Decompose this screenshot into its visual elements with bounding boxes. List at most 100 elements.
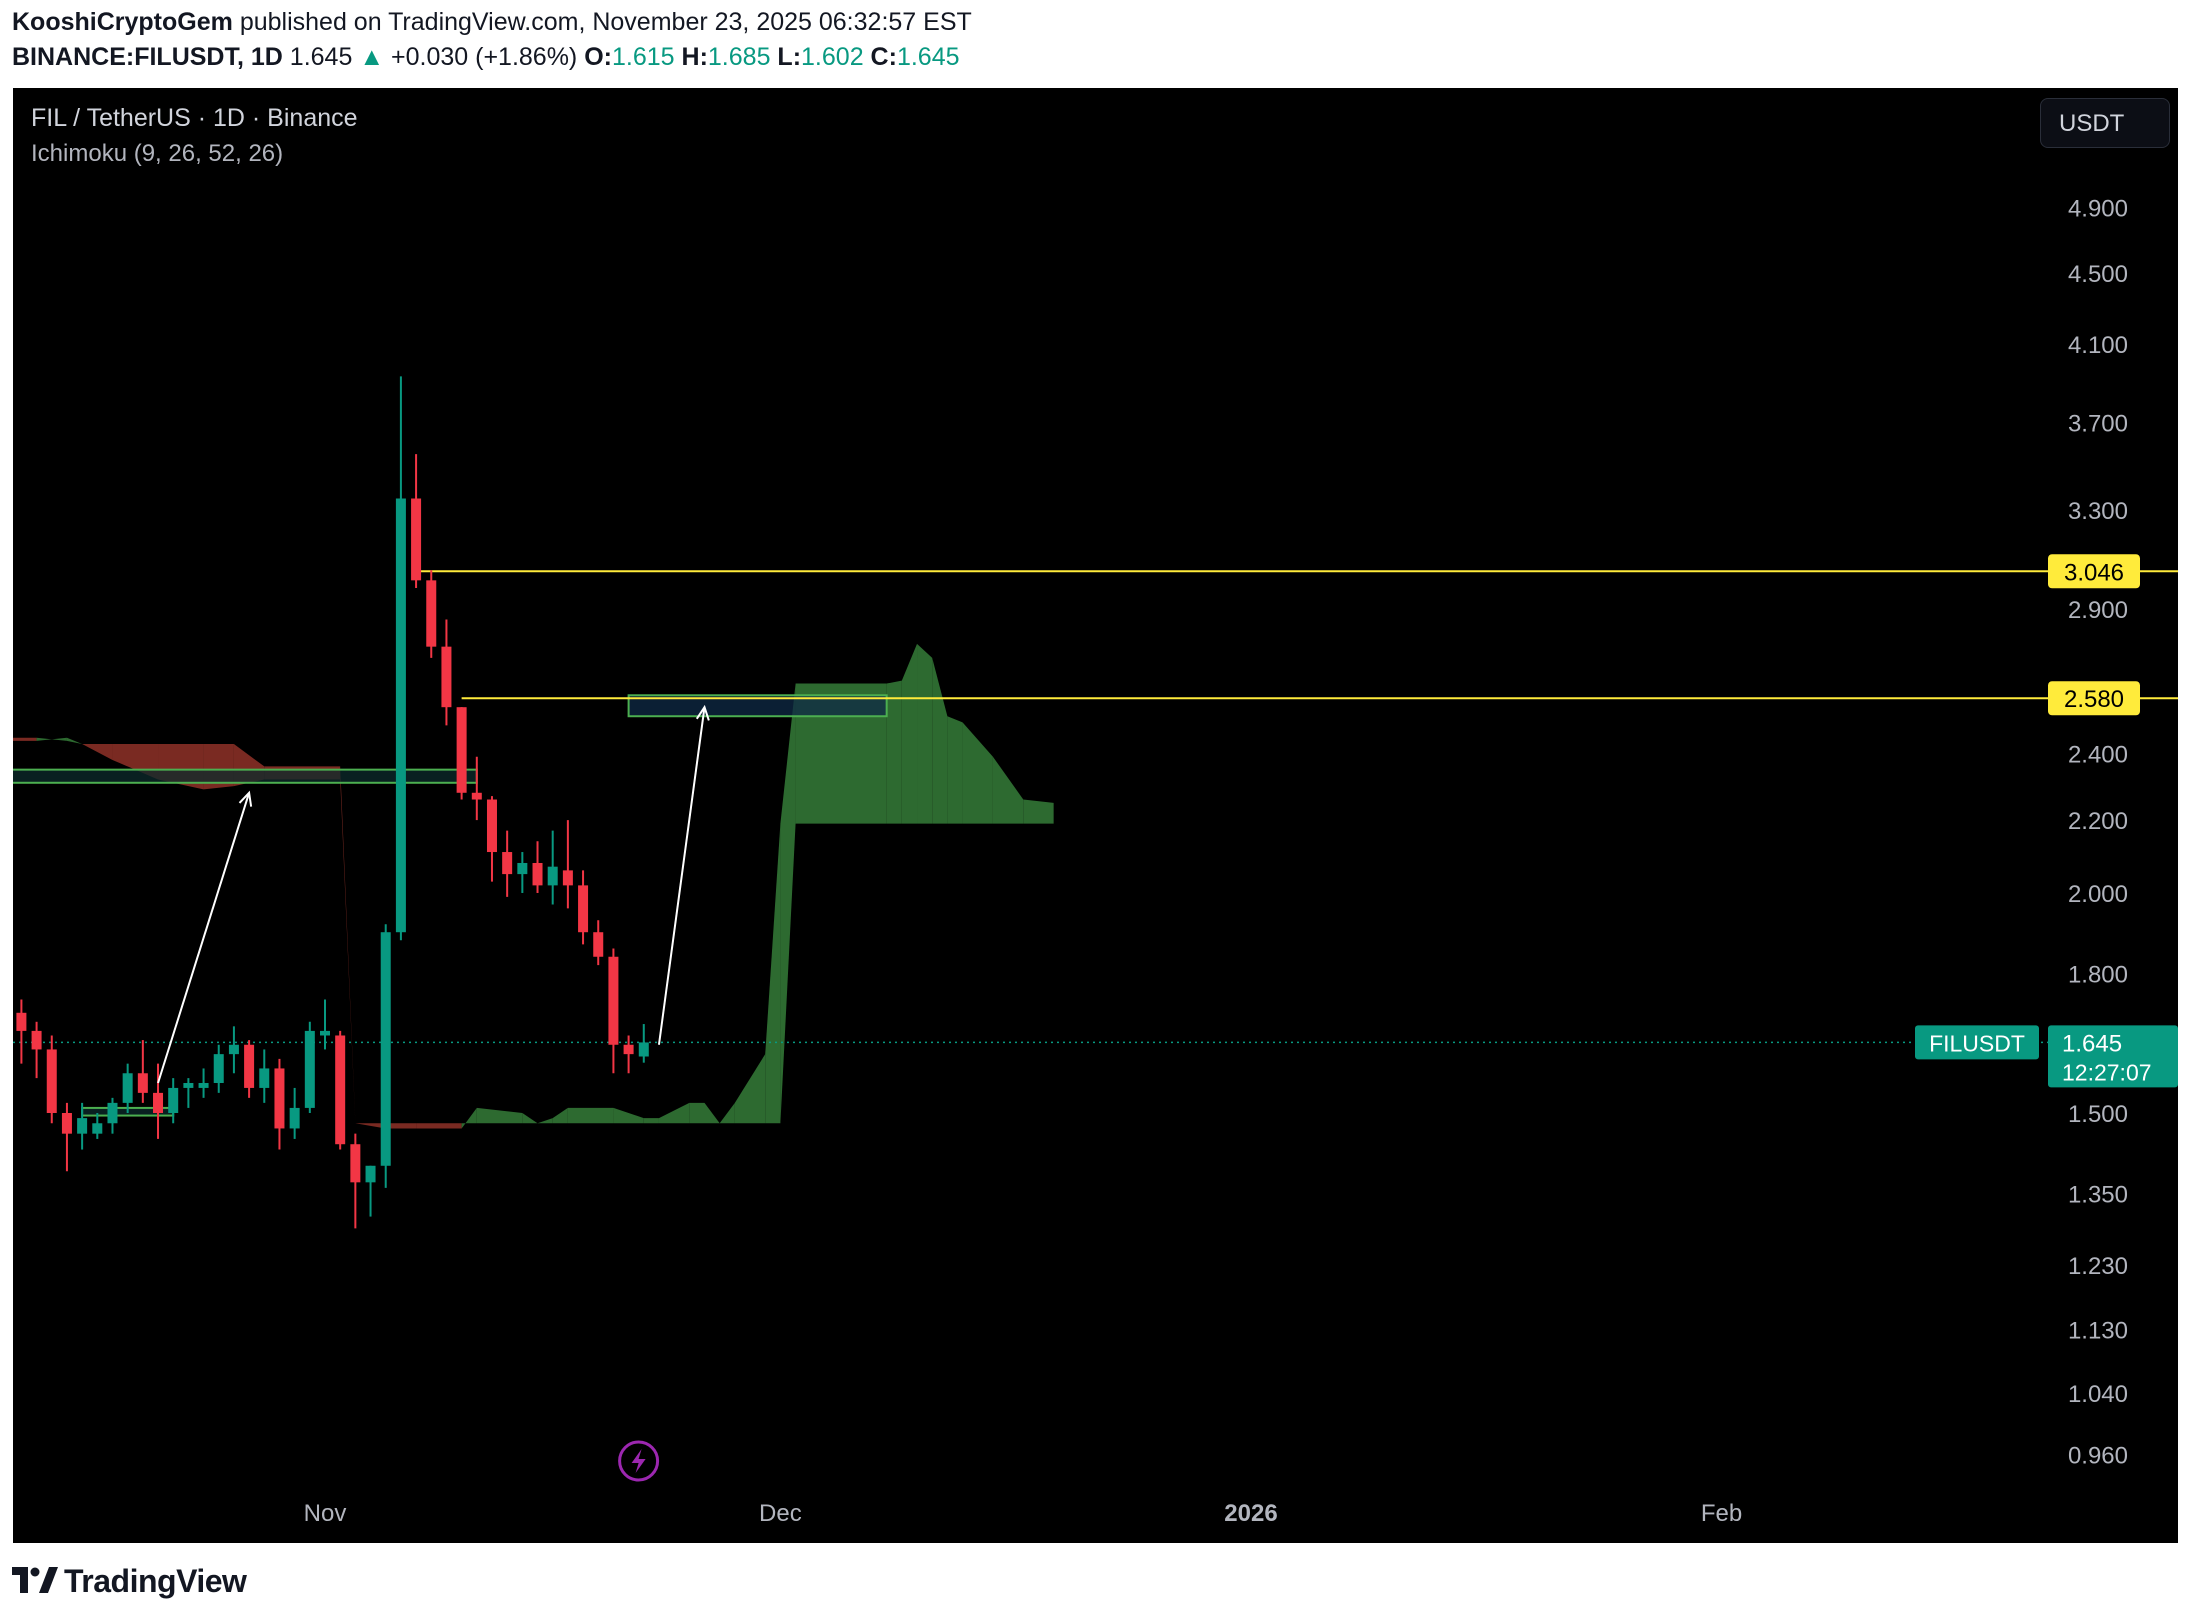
kumo-cloud-segment — [355, 1123, 386, 1129]
footer-brand-text: TradingView — [64, 1563, 247, 1599]
kumo-cloud-segment — [795, 683, 887, 824]
candle-body — [92, 1123, 103, 1134]
y-axis-tick-label: 4.100 — [2068, 332, 2128, 359]
projection-arrow-head — [695, 704, 710, 721]
symbol-tag-label: FILUSDT — [1929, 1030, 2025, 1056]
candle-body — [107, 1102, 118, 1124]
y-axis-tick-label: 4.900 — [2068, 196, 2128, 223]
candle-body — [46, 1049, 57, 1113]
chart-panel[interactable]: 4.900 4.500 4.100 3.700 3.300 2.900 2.400 2.200… — [13, 88, 2178, 1543]
y-axis-tick-label: 2.200 — [2068, 808, 2128, 835]
event-icon-ring — [618, 1440, 660, 1482]
kumo-cloud-segment — [82, 744, 113, 760]
x-axis-tick-label: Feb — [1701, 1500, 1742, 1527]
kumo-cloud-segment — [643, 1118, 659, 1124]
kumo-cloud-segment — [719, 1102, 735, 1124]
kumo-cloud-segment — [962, 722, 993, 824]
kumo-cloud-segment — [537, 1118, 553, 1124]
level-price-label: 2.580 — [2064, 686, 2124, 713]
kumo-cloud-segment — [947, 716, 963, 824]
countdown-timer: 12:27:07 — [2062, 1059, 2152, 1085]
candle-body — [380, 932, 391, 1166]
y-axis-tick-label: 2.400 — [2068, 742, 2128, 769]
y-axis-tick-label: 3.700 — [2068, 411, 2128, 438]
tradingview-logo-icon — [12, 1567, 58, 1593]
candle-body — [608, 956, 619, 1045]
indicator-legend[interactable]: Ichimoku (9, 26, 52, 26) — [31, 140, 284, 167]
candle-body — [289, 1107, 300, 1129]
candle-body — [562, 870, 573, 886]
currency-button[interactable]: USDT — [2040, 98, 2170, 148]
change-arrow: ▲ — [359, 43, 385, 71]
kumo-cloud-segment — [13, 737, 37, 741]
candle-body — [183, 1083, 194, 1088]
x-axis-tick-label: Nov — [304, 1500, 347, 1527]
candle-body — [411, 498, 422, 581]
candle-body — [168, 1087, 179, 1113]
y-axis-tick-label: 1.040 — [2068, 1381, 2128, 1408]
candle-body — [320, 1030, 330, 1036]
kumo-cloud-segment — [416, 1123, 462, 1129]
y-axis-tick-label: 2.900 — [2068, 597, 2128, 624]
open-value: 1.615 — [612, 43, 675, 71]
kumo-cloud-segment — [522, 1113, 538, 1124]
kumo-cloud-segment — [917, 643, 933, 824]
y-axis-tick-label: 1.350 — [2068, 1182, 2128, 1209]
candle-body — [441, 646, 452, 708]
projection-arrow-line — [657, 707, 706, 1045]
candle-body — [16, 1012, 27, 1031]
candle-body — [578, 885, 589, 933]
kumo-cloud-segment — [552, 1107, 568, 1124]
kumo-cloud-segment — [66, 737, 83, 745]
candle-body — [31, 1030, 42, 1050]
y-axis-tick-label: 1.230 — [2068, 1253, 2128, 1280]
y-axis-tick-label: 1.800 — [2068, 962, 2128, 989]
candle-body — [471, 792, 482, 800]
last-price-value: 1.645 — [2062, 1030, 2122, 1057]
y-axis-tick-label: 1.130 — [2068, 1318, 2128, 1345]
candle-body — [228, 1044, 239, 1055]
author-name[interactable]: KooshiCryptoGem — [12, 8, 233, 36]
last-price: 1.645 — [289, 43, 353, 71]
chart-legend-title[interactable]: FIL / TetherUS · 1D · Binance — [31, 104, 358, 132]
candle-body — [486, 799, 497, 853]
candle-body — [547, 866, 558, 886]
candle-body — [213, 1054, 224, 1084]
level-price-label: 3.046 — [2064, 559, 2124, 586]
kumo-cloud-segment — [476, 1107, 523, 1124]
y-axis-tick-label: 0.960 — [2068, 1442, 2128, 1469]
candle-body — [365, 1165, 376, 1183]
symbol-price-tag — [1915, 1025, 2039, 1060]
candle-body — [517, 862, 528, 875]
price-chart[interactable]: 4.900 4.500 4.100 3.700 3.300 2.900 2.400 2.200… — [13, 88, 2178, 1543]
symbol-summary: BINANCE:FILUSDT, 1D 1.645 ▲ +0.030 (+1.8… — [12, 43, 960, 72]
low-label: L: — [777, 43, 802, 71]
candle-body — [77, 1118, 88, 1134]
kumo-cloud-segment — [36, 737, 67, 741]
x-axis-tick-label: Dec — [759, 1500, 802, 1527]
lightning-event-icon — [618, 1440, 660, 1482]
open-label: O: — [584, 43, 612, 71]
candle-body — [426, 580, 437, 647]
kumo-cloud-segment — [658, 1102, 690, 1124]
y-axis-tick-label: 4.500 — [2068, 261, 2128, 288]
y-axis-tick-label: 3.300 — [2068, 498, 2128, 525]
y-axis-tick-label: 2.000 — [2068, 881, 2128, 908]
candle-body — [61, 1113, 72, 1134]
published-header: KooshiCryptoGem published on TradingView… — [12, 8, 972, 37]
candle-body — [350, 1144, 361, 1183]
kumo-cloud-segment — [340, 766, 356, 1124]
high-value: 1.685 — [707, 43, 771, 71]
x-axis-tick-label: 2026 — [1224, 1500, 1277, 1527]
kumo-cloud-segment — [734, 1054, 766, 1124]
kumo-cloud-segment — [886, 680, 902, 824]
zone-rectangle — [627, 694, 888, 718]
kumo-cloud-segment — [932, 657, 948, 824]
candle-body — [153, 1092, 164, 1113]
candle-body — [244, 1044, 255, 1088]
candle-body — [304, 1030, 315, 1108]
last-price-tag — [2048, 1025, 2178, 1088]
published-text: published on TradingView.com, November 2… — [239, 8, 972, 36]
candle-body — [532, 862, 543, 886]
symbol-line: BINANCE:FILUSDT, 1D — [12, 43, 283, 71]
